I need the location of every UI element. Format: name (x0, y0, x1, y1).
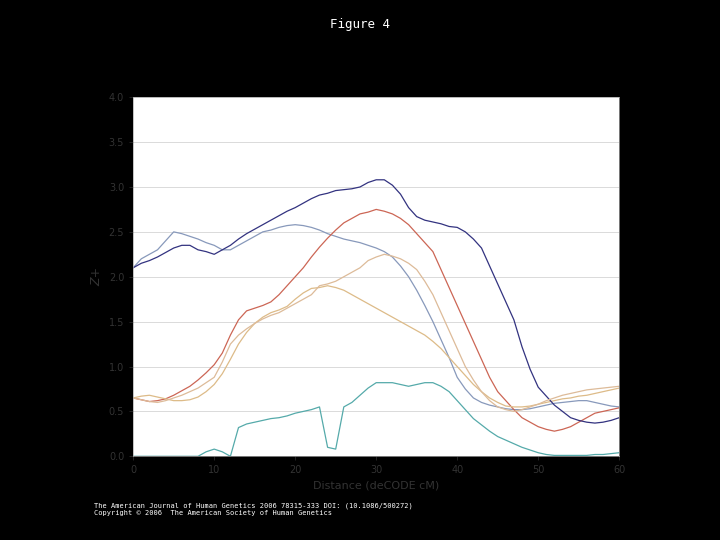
Y-axis label: Z+: Z+ (90, 267, 103, 286)
X-axis label: Distance (deCODE cM): Distance (deCODE cM) (313, 481, 439, 491)
Text: Figure 4: Figure 4 (330, 18, 390, 31)
Text: Copyright © 2006  The American Society of Human Genetics: Copyright © 2006 The American Society of… (94, 510, 332, 516)
Text: The American Journal of Human Genetics 2006 78315-333 DOI: (10.1086/500272): The American Journal of Human Genetics 2… (94, 502, 413, 509)
